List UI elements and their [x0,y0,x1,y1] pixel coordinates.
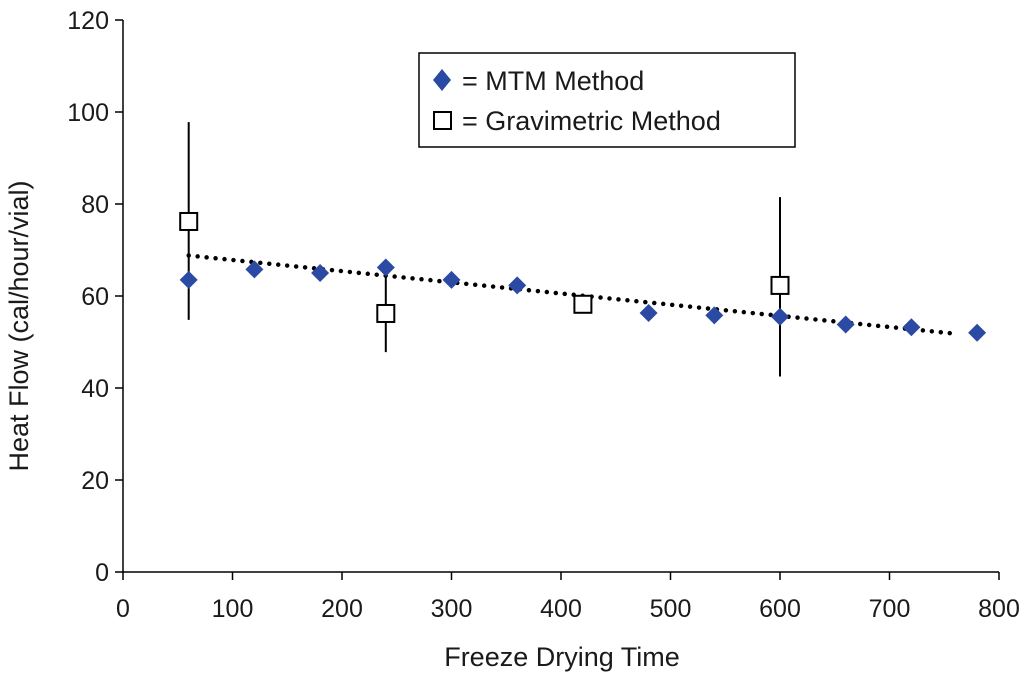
x-axis-title: Freeze Drying Time [444,642,680,672]
mtm-point [771,307,789,326]
mtm-point [442,270,461,289]
legend-diamond-icon [433,69,451,91]
mtm-point [968,323,987,342]
x-tick-label: 0 [116,595,130,623]
y-axis-ticks: 0 20 40 60 80 100 120 [67,7,123,587]
x-axis-ticks: 0 100 200 300 400 500 600 700 800 [116,572,1020,623]
legend-label-gravimetric: = Gravimetric Method [462,106,721,136]
mtm-point [639,304,658,323]
gravimetric-point [770,275,790,295]
x-tick-label: 800 [978,595,1020,623]
y-tick-label: 100 [67,99,109,127]
gravimetric-point [179,211,199,231]
y-tick-label: 40 [81,375,109,403]
mtm-point [311,264,330,282]
x-tick-label: 700 [869,595,911,623]
mtm-point [508,276,527,295]
mtm-point [376,258,395,277]
mtm-point [836,315,855,334]
y-tick-label: 120 [67,7,109,35]
mtm-point [245,260,264,279]
trendline [186,253,958,336]
legend: = MTM Method = Gravimetric Method [418,52,796,148]
x-tick-label: 100 [212,595,254,623]
x-tick-label: 400 [540,595,582,623]
trendline-layer [186,253,958,336]
legend-box [418,52,796,148]
mtm-point [179,270,198,289]
error-bars-layer [187,122,781,377]
legend-square-icon [433,111,452,130]
legend-label-mtm: = MTM Method [462,66,644,96]
gravimetric-point [573,294,593,314]
y-tick-label: 60 [81,283,109,311]
mtm-point [902,318,921,337]
y-axis-title: Heat Flow (cal/hour/vial) [4,180,34,471]
y-tick-label: 80 [81,191,109,219]
x-tick-label: 500 [650,595,692,623]
x-tick-label: 200 [321,595,363,623]
mtm-point [705,306,724,325]
y-tick-label: 20 [81,467,109,495]
x-tick-label: 600 [759,595,801,623]
points-layer [179,211,987,342]
y-tick-label: 0 [95,559,109,587]
x-tick-label: 300 [431,595,473,623]
gravimetric-point [376,303,396,323]
